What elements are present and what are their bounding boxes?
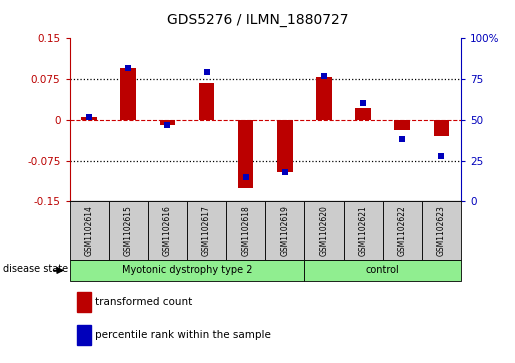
Text: GSM1102621: GSM1102621	[358, 205, 368, 256]
Bar	[70, 201, 109, 260]
Bar	[344, 201, 383, 260]
Bar	[148, 201, 187, 260]
Text: control: control	[366, 265, 400, 276]
Point	[320, 73, 328, 78]
Point	[281, 169, 289, 175]
Text: GSM1102618: GSM1102618	[241, 205, 250, 256]
Text: Myotonic dystrophy type 2: Myotonic dystrophy type 2	[122, 265, 252, 276]
Bar	[160, 120, 175, 125]
Bar	[109, 201, 148, 260]
Text: GSM1102622: GSM1102622	[398, 205, 407, 256]
Text: GSM1102614: GSM1102614	[84, 205, 94, 256]
Bar	[70, 260, 304, 281]
Text: GDS5276 / ILMN_1880727: GDS5276 / ILMN_1880727	[167, 13, 348, 27]
Bar	[434, 120, 449, 136]
Text: GSM1102617: GSM1102617	[202, 205, 211, 256]
Text: percentile rank within the sample: percentile rank within the sample	[95, 330, 270, 340]
Point	[124, 65, 132, 70]
Bar	[304, 260, 461, 281]
Text: disease state: disease state	[3, 264, 67, 274]
Bar	[226, 201, 265, 260]
Point	[202, 70, 211, 76]
Bar	[81, 117, 97, 120]
Bar	[77, 325, 92, 345]
Text: transformed count: transformed count	[95, 297, 192, 307]
Bar	[355, 108, 371, 120]
Point	[163, 122, 171, 127]
Point	[359, 101, 367, 106]
Bar	[422, 201, 461, 260]
Text: GSM1102615: GSM1102615	[124, 205, 133, 256]
Point	[437, 153, 445, 159]
Bar	[383, 201, 422, 260]
Bar	[316, 77, 332, 120]
Point	[398, 136, 406, 142]
Bar	[77, 292, 92, 312]
Text: GSM1102623: GSM1102623	[437, 205, 446, 256]
Text: GSM1102619: GSM1102619	[280, 205, 289, 256]
Bar	[199, 83, 214, 120]
Point	[242, 174, 250, 180]
Bar	[277, 120, 293, 172]
Text: GSM1102616: GSM1102616	[163, 205, 172, 256]
Text: GSM1102620: GSM1102620	[319, 205, 329, 256]
Bar	[121, 68, 136, 120]
Bar	[304, 201, 344, 260]
Bar	[394, 120, 410, 130]
Bar	[265, 201, 304, 260]
Point	[85, 114, 93, 119]
Bar	[187, 201, 226, 260]
Bar	[238, 120, 253, 188]
